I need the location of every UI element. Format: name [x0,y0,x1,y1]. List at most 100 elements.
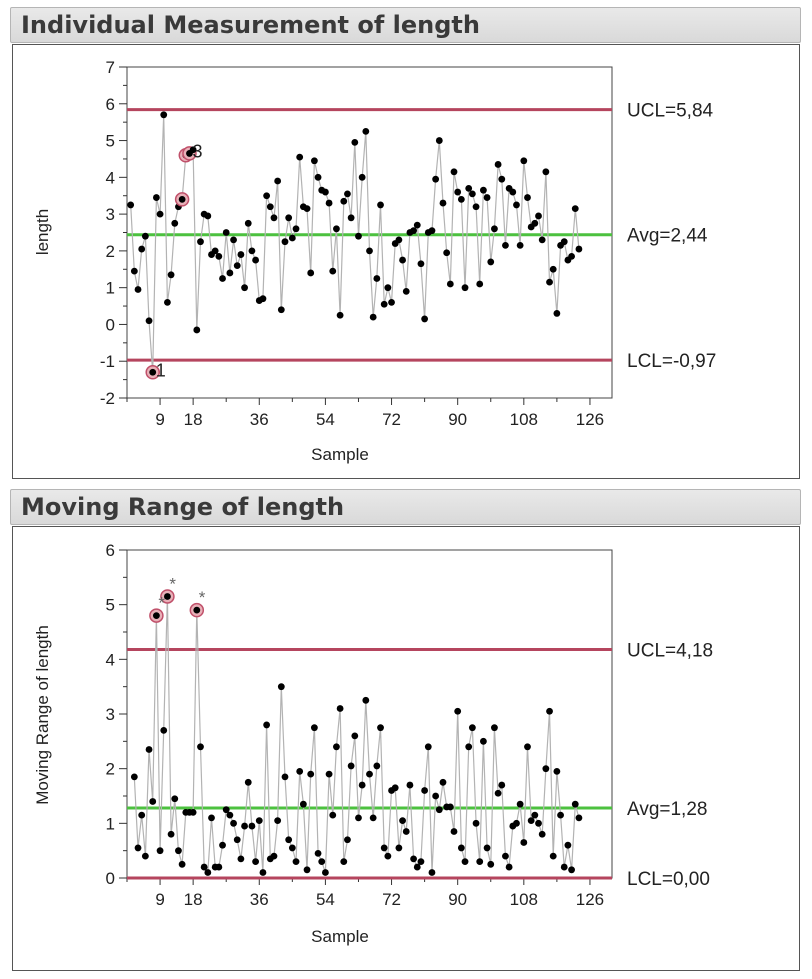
data-point [230,819,237,827]
data-point [377,724,384,732]
data-point [204,869,212,876]
data-point [329,267,337,275]
data-point [215,253,223,260]
data-point [402,828,410,835]
y-axis-label: length [33,209,52,255]
data-point [472,203,480,211]
data-point [388,298,395,306]
data-point [362,127,370,135]
data-point [219,841,226,849]
data-point [274,177,282,185]
control-label-avg: Avg=2,44 [627,226,708,247]
data-point [480,186,487,194]
data-point [428,227,436,235]
data-point [568,866,575,874]
data-point [314,850,322,857]
data-point [446,803,454,811]
data-point [156,847,164,855]
data-point [285,836,293,844]
data-point [292,225,300,233]
data-point [513,819,520,827]
data-point [560,863,568,871]
data-point [483,844,491,852]
panel-header-moving-range[interactable]: Moving Range of length [10,489,801,525]
data-point [439,199,447,207]
data-point [358,781,366,789]
x-tick-label: 54 [316,890,335,909]
data-point [344,190,351,198]
y-axis-label: Moving Range of length [33,625,52,805]
data-point [538,830,546,838]
data-point [421,315,429,323]
data-point [340,858,348,865]
x-tick-label: 36 [250,410,269,429]
panel-header-individual[interactable]: Individual Measurement of length [10,7,801,43]
data-point [208,814,215,822]
data-point [391,784,399,792]
data-point [292,858,300,865]
data-point [516,800,524,808]
data-point [395,844,403,852]
data-point [307,269,315,277]
data-point [465,184,473,192]
x-tick-label: 90 [448,890,467,909]
data-point [288,844,296,852]
data-point [395,236,403,244]
x-tick-label: 9 [155,890,164,909]
control-label-avg: Avg=1,28 [627,799,707,820]
data-point [175,847,182,855]
data-point [535,819,542,827]
data-point [564,841,572,849]
data-point [296,153,304,161]
data-point [575,814,583,822]
data-point [542,168,550,176]
data-point [307,770,315,778]
x-tick-label: 72 [382,410,401,429]
data-point [498,175,506,183]
data-point [366,770,373,778]
data-point [410,855,417,863]
data-point [366,247,373,255]
data-point [549,852,557,860]
data-point [299,800,307,808]
data-point [516,241,524,249]
data-point [369,814,377,822]
data-point [472,819,480,827]
data-point [171,219,179,227]
data-point [450,828,458,835]
data-point [200,863,208,871]
data-point [127,201,135,209]
data-point [130,267,138,275]
data-point [380,844,388,852]
data-point [141,852,149,860]
y-tick-label: -1 [100,352,115,371]
data-point [333,743,340,751]
data-point [417,858,425,865]
data-point [259,869,267,876]
data-point [491,724,498,732]
series-line [133,596,580,875]
data-point [130,773,138,781]
data-point [480,737,487,745]
data-point [369,313,377,321]
data-point [149,798,157,805]
y-tick-label: 7 [106,58,115,77]
data-point [204,212,212,220]
data-point [476,280,484,288]
data-point [571,205,579,212]
data-point [520,157,528,165]
data-point [197,743,204,751]
data-point [149,368,157,376]
data-point [219,275,226,282]
flag-label: * [169,574,176,593]
data-point [413,863,421,871]
data-point [524,743,531,751]
data-point [491,225,498,233]
y-tick-label: 5 [106,596,115,615]
data-point [351,138,359,146]
data-point [380,300,388,308]
data-point [377,201,384,209]
data-point [241,284,248,292]
data-point [263,721,271,729]
data-point [487,860,495,868]
